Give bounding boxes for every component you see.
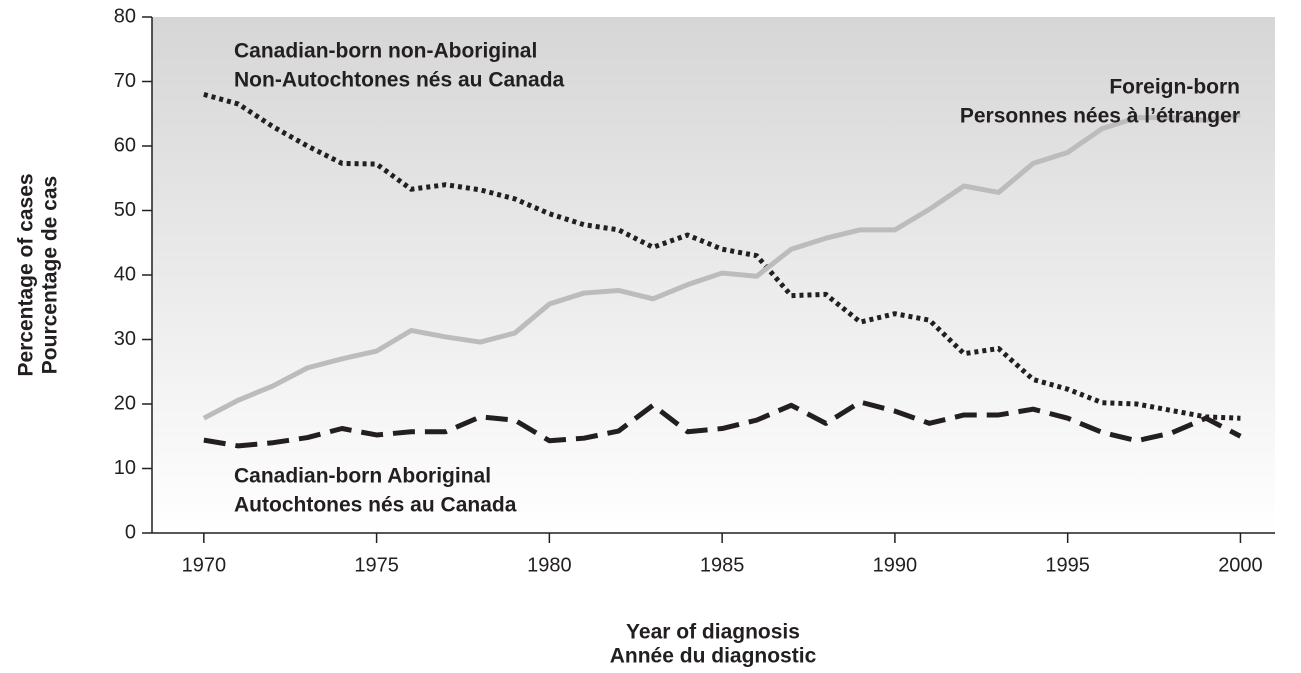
y-tick-label: 80	[114, 5, 136, 27]
x-tick-label: 1980	[527, 554, 572, 576]
y-tick-label: 20	[114, 392, 136, 414]
x-tick-label: 1975	[354, 554, 399, 576]
series-line	[202, 112, 1241, 421]
y-tick-label: 10	[114, 457, 136, 479]
x-tick-label: 1985	[700, 554, 745, 576]
series-line	[203, 399, 1242, 449]
y-axis-label: Pourcentage de cas	[39, 176, 62, 374]
series-label: Non-Autochtones nés au Canada	[234, 69, 565, 92]
y-tick-label: 60	[114, 134, 136, 156]
series-label: Canadian-born non-Aboriginal	[234, 40, 537, 63]
x-tick-label: 1990	[873, 554, 918, 576]
y-axis-label: Percentage of cases	[15, 173, 38, 376]
y-tick-label: 50	[114, 199, 136, 221]
x-tick-label: 1995	[1045, 554, 1090, 576]
y-tick-label: 40	[114, 263, 136, 285]
series-label: Personnes nées à l’étranger	[960, 105, 1240, 128]
series-label: Canadian-born Aboriginal	[234, 465, 491, 488]
x-tick-label: 1970	[182, 554, 227, 576]
series-label: Foreign-born	[1109, 76, 1240, 99]
x-tick-label: 2000	[1218, 554, 1263, 576]
y-tick-label: 0	[125, 521, 136, 543]
x-axis-label: Année du diagnostic	[610, 645, 817, 668]
y-tick-label: 70	[114, 70, 136, 92]
series-line	[203, 91, 1241, 421]
series-label: Autochtones nés au Canada	[234, 494, 517, 517]
x-axis-label: Year of diagnosis	[626, 621, 800, 644]
y-tick-label: 30	[114, 328, 136, 350]
